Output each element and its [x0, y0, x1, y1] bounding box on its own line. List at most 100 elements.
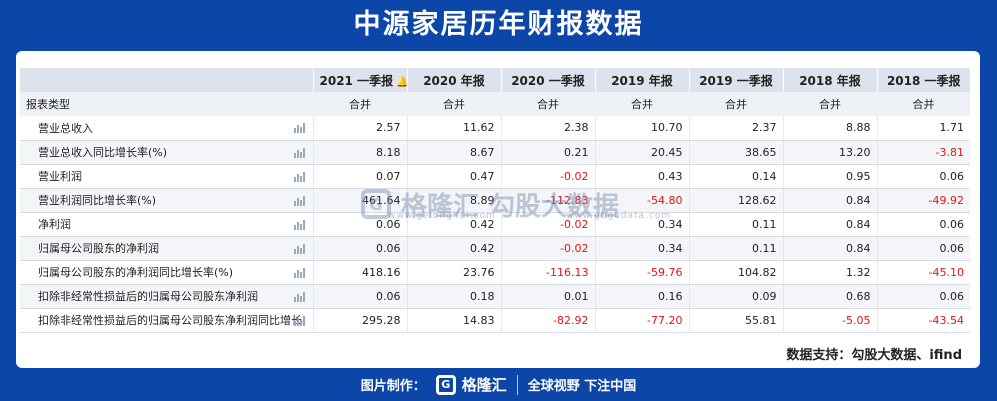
table-row: 营业总收入 2.57 11.62 2.38 10.70 2.37 8.88 1.71	[20, 116, 970, 141]
value-cell: -0.02	[500, 236, 595, 261]
financial-table-panel: 2021 一季报🔔 2020 年报 2020 一季报 2019 年报 2019 …	[16, 51, 980, 368]
column-header[interactable]: 2019 年报	[594, 68, 689, 92]
bar-chart-icon[interactable]	[293, 243, 305, 254]
value-cell: 0.07	[312, 164, 407, 189]
page-title: 中源家居历年财报数据	[353, 9, 644, 40]
table-body: 营业总收入 2.57 11.62 2.38 10.70 2.37 8.88 1.71 营业总收入…	[20, 116, 970, 333]
value-cell: 0.95	[782, 164, 877, 189]
value-cell: 0.42	[406, 236, 501, 261]
value-cell: 461.64	[312, 188, 407, 213]
value-cell: 0.06	[312, 284, 407, 309]
value-cell: -77.20	[594, 308, 689, 333]
column-header[interactable]: 2020 一季报	[500, 68, 595, 92]
value-cell: 38.65	[688, 140, 783, 165]
data-source-note: 数据支持：勾股大数据、ifind	[786, 348, 962, 363]
value-cell: 2.38	[500, 116, 595, 141]
bar-chart-icon[interactable]	[293, 291, 305, 302]
table-row: 营业利润同比增长率(%) 461.64 8.89 -112.83 -54.80 128.6…	[20, 188, 970, 213]
value-cell: 0.14	[688, 164, 783, 189]
value-cell: -112.83	[500, 188, 595, 213]
row-label: 归属母公司股东的净利润	[38, 242, 159, 255]
bar-chart-icon[interactable]	[293, 219, 305, 230]
value-cell: 295.28	[312, 308, 407, 333]
footer-made-by: 图片制作：	[360, 379, 426, 394]
value-cell: -5.05	[782, 308, 877, 333]
gelonghui-logo-icon: G	[435, 374, 456, 395]
table-row: 营业总收入同比增长率(%) 8.18 8.67 0.21 20.45 38.65 13.20…	[20, 140, 970, 165]
bar-chart-icon[interactable]	[293, 195, 305, 206]
row-label-cell: 营业利润同比增长率(%)	[20, 188, 313, 213]
bar-chart-icon[interactable]	[293, 147, 305, 158]
value-cell: 418.16	[312, 260, 407, 285]
value-cell: 1.71	[876, 116, 970, 141]
value-cell: -82.92	[500, 308, 595, 333]
row-label: 扣除非经常性损益后的归属母公司股东净利润同比增长率	[38, 314, 303, 327]
table-row: 归属母公司股东的净利润 0.06 0.42 -0.02 0.34 0.11 0.84 0.06	[20, 236, 970, 261]
column-header[interactable]: 2021 一季报🔔	[312, 68, 407, 92]
value-cell: -116.13	[500, 260, 595, 285]
row-label: 归属母公司股东的净利润同比增长率(%)	[38, 266, 234, 279]
value-cell: 1.32	[782, 260, 877, 285]
financial-table: 2021 一季报🔔 2020 年报 2020 一季报 2019 年报 2019 …	[20, 68, 970, 333]
table-row: 净利润 0.06 0.42 -0.02 0.34 0.11 0.84 0.06	[20, 212, 970, 237]
column-header[interactable]: 2019 一季报	[688, 68, 783, 92]
row-label-cell: 营业总收入	[20, 116, 313, 141]
value-cell: 10.70	[594, 116, 689, 141]
bar-chart-icon[interactable]	[293, 267, 305, 278]
row-label: 净利润	[38, 218, 71, 231]
value-cell: 2.57	[312, 116, 407, 141]
row-label: 营业利润	[38, 170, 82, 183]
value-cell: -43.54	[876, 308, 970, 333]
value-cell: 0.42	[406, 212, 501, 237]
value-cell: 0.68	[782, 284, 877, 309]
value-cell: 0.06	[876, 212, 970, 237]
bar-chart-icon[interactable]	[293, 171, 305, 182]
table-row: 扣除非经常性损益后的归属母公司股东净利润 0.06 0.18 0.01 0.16 0.09…	[20, 284, 970, 309]
row-label-cell: 扣除非经常性损益后的归属母公司股东净利润	[20, 284, 313, 309]
value-cell: -0.02	[500, 212, 595, 237]
value-cell: 0.11	[688, 236, 783, 261]
value-cell: -59.76	[594, 260, 689, 285]
value-cell: 0.43	[594, 164, 689, 189]
value-cell: 20.45	[594, 140, 689, 165]
value-cell: -49.92	[876, 188, 970, 213]
row-label: 营业总收入	[38, 121, 93, 135]
row-label-cell: 归属母公司股东的净利润	[20, 236, 313, 261]
value-cell: 8.18	[312, 140, 407, 165]
bar-chart-icon[interactable]	[293, 123, 305, 133]
value-cell: 14.83	[406, 308, 501, 333]
value-cell: 0.06	[312, 212, 407, 237]
value-cell: 0.06	[876, 284, 970, 309]
bell-icon: 🔔	[396, 77, 407, 88]
value-cell: 11.62	[406, 116, 501, 141]
footer-brand-name: 格隆汇	[461, 376, 507, 394]
report-type-value: 合并	[407, 92, 501, 116]
row-label-cell: 营业总收入同比增长率(%)	[20, 140, 313, 165]
value-cell: 0.06	[312, 236, 407, 261]
value-cell: 0.34	[594, 236, 689, 261]
column-header[interactable]: 2018 年报	[782, 68, 877, 92]
row-label-cell: 归属母公司股东的净利润同比增长率(%)	[20, 260, 313, 285]
column-header[interactable]: 2018 一季报	[876, 68, 970, 92]
value-cell: 13.20	[782, 140, 877, 165]
value-cell: 0.06	[876, 236, 970, 261]
table-row: 归属母公司股东的净利润同比增长率(%) 418.16 23.76 -116.13 -59…	[20, 260, 970, 285]
report-type-value: 合并	[877, 92, 970, 116]
value-cell: 0.47	[406, 164, 501, 189]
value-cell: 104.82	[688, 260, 783, 285]
report-type-value: 合并	[595, 92, 689, 116]
bar-chart-icon[interactable]	[293, 315, 305, 326]
value-cell: 0.34	[594, 212, 689, 237]
value-cell: 0.16	[594, 284, 689, 309]
value-cell: 8.89	[406, 188, 501, 213]
value-cell: 0.84	[782, 212, 877, 237]
report-type-label: 报表类型	[20, 92, 313, 116]
value-cell: 0.21	[500, 140, 595, 165]
value-cell: 55.81	[688, 308, 783, 333]
report-type-row: 报表类型 合并 合并 合并 合并 合并 合并 合并	[20, 92, 970, 116]
value-cell: 128.62	[688, 188, 783, 213]
table-row: 营业利润 0.07 0.47 -0.02 0.43 0.14 0.95 0.06	[20, 164, 970, 189]
report-type-value: 合并	[689, 92, 783, 116]
value-cell: 0.06	[876, 164, 970, 189]
column-header[interactable]: 2020 年报	[406, 68, 501, 92]
